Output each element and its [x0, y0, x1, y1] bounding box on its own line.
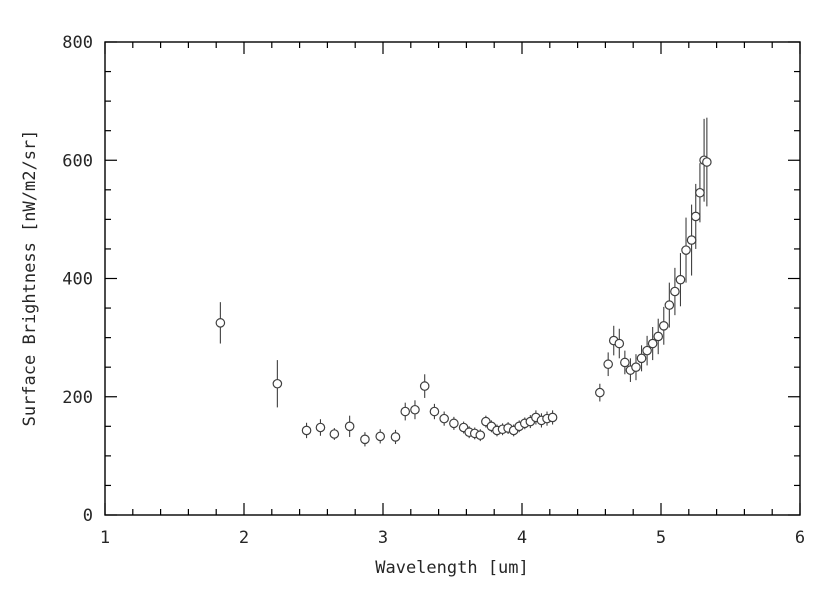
data-point-marker — [449, 418, 459, 429]
data-point-marker — [344, 421, 355, 432]
x-axis-label: Wavelength [um] — [375, 558, 529, 578]
data-point-marker — [675, 274, 686, 285]
data-point-marker — [390, 432, 401, 442]
data-point-marker — [614, 338, 625, 349]
x-tick-label: 5 — [656, 528, 666, 548]
y-tick-label: 400 — [62, 270, 93, 290]
data-points — [215, 155, 712, 445]
data-point-marker — [695, 187, 705, 198]
y-axis-label: Surface Brightness [nW/m2/sr] — [20, 129, 40, 427]
y-axis-ticks — [105, 41, 800, 516]
data-point-marker — [664, 300, 675, 310]
x-tick-label: 3 — [378, 528, 388, 548]
data-point-marker — [439, 413, 449, 424]
data-point-marker — [595, 387, 605, 398]
data-point-marker — [620, 357, 630, 368]
data-point-marker — [690, 211, 701, 222]
data-point-marker — [702, 157, 712, 167]
x-axis-ticks — [104, 42, 801, 515]
data-point-marker — [360, 434, 370, 445]
data-point-marker — [681, 245, 691, 255]
data-point-marker — [642, 345, 652, 356]
data-point-marker — [475, 430, 486, 440]
data-point-marker — [647, 338, 658, 349]
data-point-marker — [375, 431, 386, 442]
data-point-marker — [315, 422, 326, 433]
error-bars — [219, 117, 708, 447]
data-point-marker — [410, 404, 420, 415]
data-point-marker — [272, 378, 283, 389]
data-point-marker — [670, 286, 680, 297]
data-point-marker — [429, 406, 440, 417]
data-point-marker — [658, 320, 669, 331]
x-tick-label: 6 — [795, 528, 805, 548]
x-tick-label: 4 — [517, 528, 527, 548]
data-point-marker — [603, 359, 613, 370]
y-tick-label: 800 — [62, 33, 93, 53]
y-tick-label: 200 — [62, 388, 93, 408]
data-point-marker — [215, 318, 226, 328]
data-point-marker — [547, 412, 558, 423]
data-point-marker — [631, 362, 641, 372]
x-tick-label: 1 — [100, 528, 110, 548]
axis-box — [104, 41, 801, 516]
x-tick-label: 2 — [239, 528, 249, 548]
data-point-marker — [686, 235, 697, 245]
y-tick-label: 600 — [62, 151, 93, 171]
data-point-marker — [653, 331, 664, 342]
data-point-marker — [301, 425, 312, 436]
data-point-marker — [419, 381, 430, 391]
data-point-marker — [329, 429, 340, 439]
data-point-marker — [636, 353, 647, 364]
data-point-marker — [400, 406, 411, 417]
y-tick-label: 0 — [83, 506, 93, 526]
